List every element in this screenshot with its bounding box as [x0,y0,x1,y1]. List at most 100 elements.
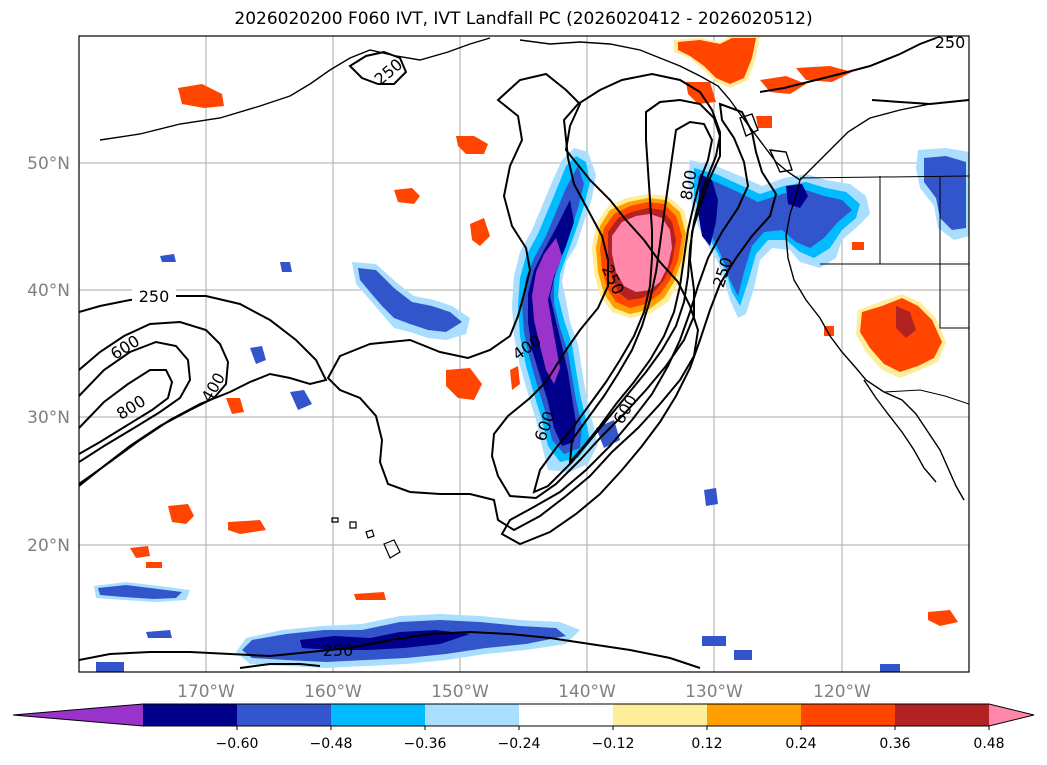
colorbar-extend-low [13,704,143,726]
colorbar-segment [425,704,520,726]
neg-blob-small-7 [734,650,752,660]
colorbar-segment [237,704,332,726]
contour-250-alaska [348,50,408,85]
colorbar-segment [519,704,614,726]
colorbar-outline [12,703,1035,727]
border-us-canada [799,175,969,179]
island-oahu [349,521,357,529]
pos-blob-bc-3 [796,66,852,82]
longitude-labels: 170°W 160°W 150°W 140°W 130°W 120°W [177,682,871,702]
neg-blob-small-8 [146,630,172,638]
pos-blob-bc-red [678,38,756,84]
pos-blob-pac-3 [394,188,420,204]
coastline-westcoast [785,179,965,501]
graticule [79,36,969,672]
contour-label-250-west: 250 [139,287,170,306]
pos-blob-pac-1 [178,84,224,108]
neg-blob-small-4 [280,262,292,272]
contour-250-outer [326,72,700,532]
colorbar: −0.60 −0.48 −0.36 −0.24 −0.12 0.12 0.24 0.36 0.4… [12,703,1035,752]
contour-label-bg [132,286,176,306]
colorbar-extend-high [989,704,1034,726]
map-frame [78,35,970,673]
neg-blob-coast-navy2 [786,184,808,208]
contour-250-bottom-2 [239,663,321,669]
lon-label-150w: 150°W [431,682,489,702]
political-borders [799,175,969,405]
colorbar-segment [707,704,802,726]
island-hawaii-big [383,539,401,559]
pos-blob-pac-14 [852,242,864,250]
contour-250-coast [500,102,778,546]
contour-250-topright-2 [871,99,969,106]
contour-label-250-bottom: 250 [323,641,354,660]
neg-blob-central-navy [528,200,576,446]
contour-250-bottom [79,630,701,669]
pos-blob-pac-15 [510,366,520,390]
pos-blob-pac-10 [354,592,386,600]
contour-800-west [79,369,174,455]
pos-blob-pac-12 [146,562,162,568]
neg-blob-small-2 [290,390,312,410]
neg-blob-small-9 [702,636,726,646]
pos-blob-bc-5 [756,116,772,128]
lon-label-120w: 120°W [813,682,871,702]
colorbar-tick-label: 0.36 [879,736,910,752]
colorbar-tick-label: −0.24 [498,736,541,752]
neg-blob-small-10 [880,664,900,672]
colorbar-tick-label: 0.12 [691,736,722,752]
pos-blob-pac-2 [456,136,488,154]
chart-title: 2026020200 F060 IVT, IVT Landfall PC (20… [234,9,813,29]
lon-label-130w: 130°W [685,682,743,702]
colorbar-tick-label: −0.36 [404,736,447,752]
contour-250-topright [759,37,937,93]
coastline-baja [863,379,937,483]
neg-blob-small-3 [160,254,176,262]
colorbar-segment [801,704,896,726]
neg-blob-central-purple [532,238,562,384]
neg-blob-small-1 [250,346,266,364]
lon-label-170w: 170°W [177,682,235,702]
neg-blob-west-royal [98,585,182,599]
pos-blob-pac-11 [928,610,958,626]
colorbar-segment [331,704,426,726]
lat-label-50n: 50°N [27,154,70,174]
colorbar-tick-label: 0.48 [973,736,1004,752]
colorbar-tick-label: 0.24 [785,736,816,752]
neg-blob-northeast-royal [924,156,966,230]
contour-400-west [79,320,230,487]
coastline-bc-islands [739,113,793,173]
pos-blob-pac-6 [168,504,194,524]
border-states-4 [939,264,969,329]
contour-600-west [79,340,192,463]
pos-blob-pac-9 [226,398,244,414]
pos-blob-swus-red [860,298,942,372]
pos-blob-pac-7 [228,520,266,534]
contour-800-main [568,120,714,465]
neg-blob-small-6 [704,488,718,506]
pos-blob-pac-4 [470,218,490,246]
coastline-alaska [99,37,491,141]
colorbar-tick-label: −0.12 [592,736,635,752]
pos-blob-main-pink [612,214,672,292]
contour-600-main [532,98,722,494]
pos-blob-pac-8 [130,546,150,558]
hawaii-islands [331,517,401,559]
latitude-labels: 50°N 40°N 30°N 20°N [27,154,70,556]
colorbar-segment [895,704,990,726]
neg-blob-coast-royal [698,176,852,296]
coastline-alaska-gulf [519,39,801,181]
colorbar-segment [613,704,708,726]
colorbar-segment [143,704,238,726]
lat-label-40n: 40°N [27,281,70,301]
island-maui [365,529,375,539]
pos-blob-pac-5 [446,368,482,400]
lat-label-30n: 30°N [27,408,70,428]
border-us-mexico [883,389,969,405]
contour-400-main [490,72,721,500]
colorbar-tick-label: −0.48 [310,736,353,752]
lon-label-160w: 160°W [304,682,362,702]
contour-label-250-topright: 250 [935,33,966,52]
colorbar-tick-label: −0.60 [216,736,259,752]
